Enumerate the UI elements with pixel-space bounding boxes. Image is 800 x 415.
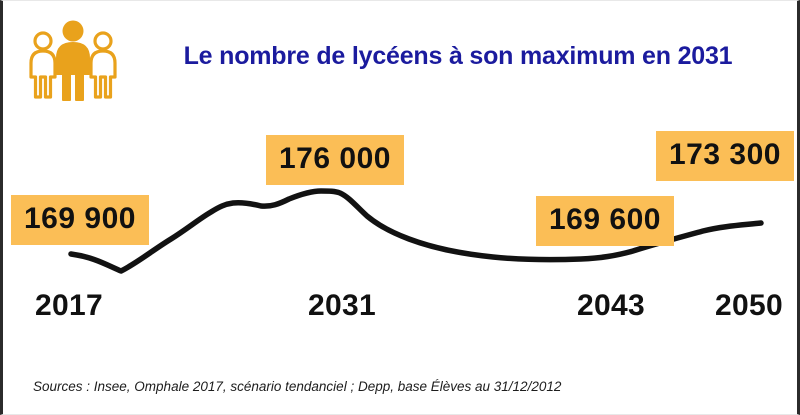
value-label-2031: 176 000 (266, 135, 404, 185)
value-label-2017: 169 900 (11, 195, 149, 245)
trend-chart: 169 900 176 000 169 600 173 300 2017 203… (3, 111, 797, 322)
x-tick-label-2050: 2050 (715, 289, 783, 322)
trend-line (68, 188, 764, 274)
source-note: Sources : Insee, Omphale 2017, scénario … (33, 379, 562, 394)
page-title: Le nombre de lycéens à son maximum en 20… (183, 42, 733, 70)
three-people-icon (25, 17, 121, 103)
x-tick-label-2017: 2017 (35, 289, 103, 322)
x-tick-label-2031: 2031 (308, 289, 376, 322)
value-label-2050: 173 300 (656, 131, 794, 181)
x-tick-label-2043: 2043 (577, 289, 645, 322)
value-label-2043: 169 600 (536, 196, 674, 246)
